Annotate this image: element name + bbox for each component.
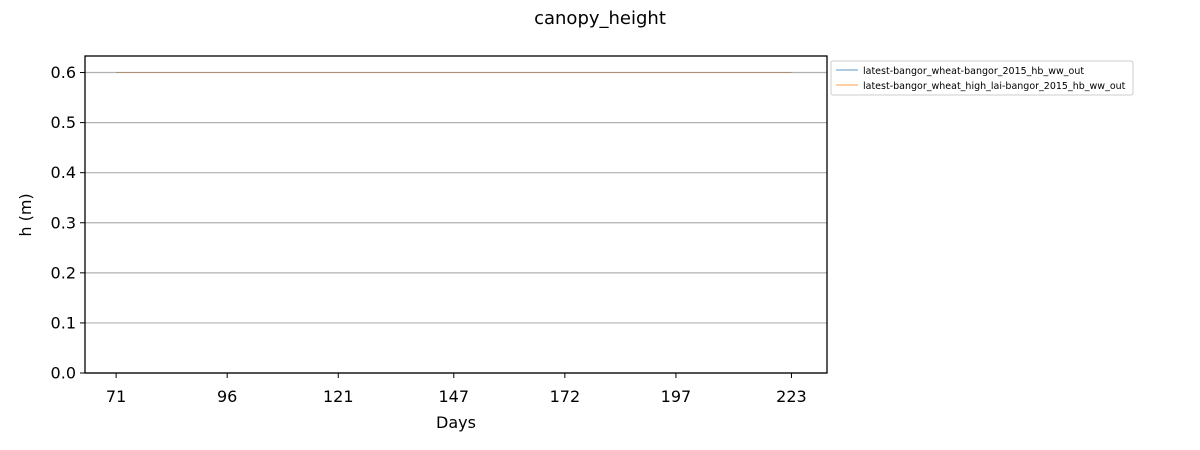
legend-box: [830, 60, 1134, 96]
chart-title: canopy_height: [534, 8, 666, 29]
x-tick-label: 121: [323, 387, 354, 406]
x-tick-label: 197: [661, 387, 692, 406]
y-tick-label: 0.6: [51, 63, 76, 82]
plot-frame: [84, 55, 828, 374]
y-axis-label: h (m): [16, 193, 35, 236]
x-axis-label: Days: [436, 413, 476, 432]
legend-entry-series-1: latest-bangor_wheat-bangor_2015_hb_ww_ou…: [863, 66, 1084, 77]
x-tick-label: 147: [439, 387, 470, 406]
x-tick-label: 223: [776, 387, 807, 406]
grid-lines: [85, 71, 827, 374]
y-tick-label: 0.5: [51, 113, 76, 132]
x-axis: 71 96 121 147 172 197 223: [106, 373, 807, 406]
y-tick-label: 0.3: [51, 213, 76, 232]
x-tick-label: 71: [106, 387, 126, 406]
y-tick-label: 0.2: [51, 263, 76, 282]
legend: latest-bangor_wheat-bangor_2015_hb_ww_ou…: [830, 60, 1134, 96]
y-tick-label: 0.4: [51, 163, 76, 182]
y-axis: 0.0 0.1 0.2 0.3 0.4 0.5 0.6: [51, 63, 85, 383]
x-tick-label: 172: [550, 387, 581, 406]
x-tick-label: 96: [217, 387, 237, 406]
y-tick-label: 0.0: [51, 364, 76, 383]
legend-entry-series-2: latest-bangor_wheat_high_lai-bangor_2015…: [863, 81, 1126, 92]
y-tick-label: 0.1: [51, 313, 76, 332]
